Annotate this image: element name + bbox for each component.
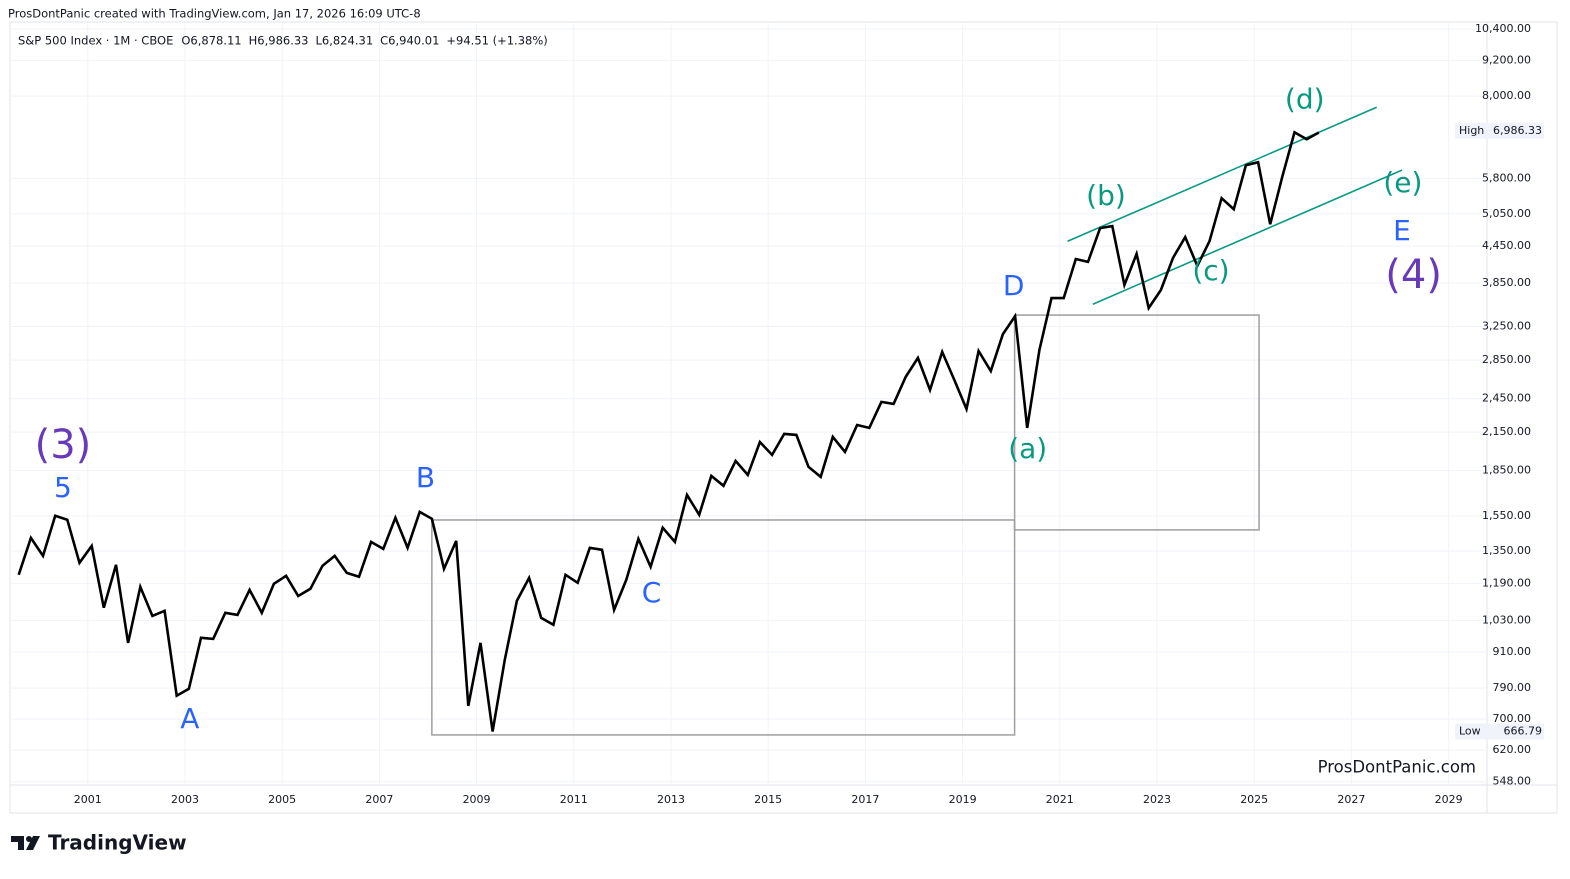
- price-tag-label: Low: [1459, 725, 1481, 738]
- y-tick-label: 9,200.00: [1482, 53, 1531, 66]
- y-tick-label: 5,050.00: [1482, 207, 1531, 220]
- ohlc-value: 6,940.01: [388, 34, 439, 48]
- wave-label: (3): [35, 422, 92, 468]
- y-tick-label: 700.00: [1493, 712, 1532, 725]
- x-tick-label: 2009: [463, 793, 491, 806]
- wave-label: C: [642, 576, 662, 609]
- ohlc-label: H: [249, 34, 258, 48]
- x-tick-label: 2017: [851, 793, 879, 806]
- x-tick-label: 2001: [74, 793, 102, 806]
- trend-line: [1067, 106, 1377, 243]
- x-tick-label: 2027: [1337, 793, 1365, 806]
- wave-label: (d): [1285, 82, 1325, 115]
- grid: 2001 2003 2005 2007 2009 2011 2013 2015 2017 2019…: [10, 22, 1531, 806]
- y-tick-label: 1,190.00: [1482, 576, 1531, 589]
- wave-label: (e): [1383, 166, 1422, 199]
- ohlc-label: L: [316, 34, 323, 48]
- watermark: ProsDontPanic.com: [1318, 758, 1476, 777]
- wave-label: (a): [1008, 432, 1047, 465]
- price-tag-bg: [1455, 723, 1544, 740]
- x-tick-label: 2003: [171, 793, 199, 806]
- ohlc-value: 6,824.31: [322, 34, 373, 48]
- wave-label: 5: [54, 471, 72, 504]
- logo: TradingView: [48, 831, 187, 855]
- wave-label: (c): [1192, 254, 1229, 287]
- ohlc-label: O: [181, 34, 190, 48]
- y-tick-label: 910.00: [1493, 645, 1532, 658]
- y-tick-label: 790.00: [1493, 681, 1532, 694]
- x-tick-label: 2023: [1143, 793, 1171, 806]
- wave-label: D: [1003, 269, 1025, 302]
- trend-line: [1092, 169, 1403, 305]
- frame: [9, 21, 1558, 814]
- change: +94.51 (+1.38%): [446, 34, 547, 48]
- box: [1013, 314, 1260, 531]
- x-tick-label: 2005: [268, 793, 296, 806]
- wave-label: E: [1393, 214, 1411, 247]
- y-tick-label: 2,450.00: [1482, 392, 1531, 405]
- price-tag-bg: [1455, 122, 1544, 139]
- y-tick-label: 4,450.00: [1482, 239, 1531, 252]
- wave-label: B: [416, 461, 435, 494]
- ohlc-value: 6,878.11: [190, 34, 241, 48]
- x-tick-label: 2019: [949, 793, 977, 806]
- wave-label: (b): [1086, 179, 1126, 212]
- drawings: [431, 106, 1403, 736]
- y-tick-label: 1,030.00: [1482, 613, 1531, 626]
- y-tick-label: 2,850.00: [1482, 353, 1531, 366]
- wave-label: (4): [1385, 252, 1442, 298]
- ohlc-label: C: [380, 34, 388, 48]
- x-tick-label: 2013: [657, 793, 685, 806]
- y-tick-label: 620.00: [1493, 743, 1532, 756]
- y-tick-label: 5,800.00: [1482, 171, 1531, 184]
- y-tick-label: 2,150.00: [1482, 425, 1531, 438]
- price-tag-value: 6,986.33: [1493, 124, 1542, 137]
- x-tick-label: 2021: [1046, 793, 1074, 806]
- x-tick-label: 2025: [1240, 793, 1268, 806]
- credit: ProsDontPanic created with TradingView.c…: [8, 7, 421, 21]
- logo-icon: [11, 836, 40, 850]
- y-tick-label: 1,850.00: [1482, 464, 1531, 477]
- plot: (3)5 A B C D (a) (b) (c) (d) (e) E (4) High 6,986.33 L…: [17, 82, 1544, 740]
- y-tick-label: 1,350.00: [1482, 544, 1531, 557]
- symbol: S&P 500 Index · 1M · CBOE: [18, 34, 173, 48]
- y-tick-label: 3,850.00: [1482, 276, 1531, 289]
- y-tick-label: 10,400.00: [1475, 22, 1531, 35]
- x-tick-label: 2029: [1435, 793, 1463, 806]
- y-tick-label: 8,000.00: [1482, 89, 1531, 102]
- x-tick-label: 2015: [754, 793, 782, 806]
- price-line: [17, 130, 1320, 732]
- y-tick-label: 548.00: [1493, 775, 1532, 788]
- y-tick-label: 1,550.00: [1482, 509, 1531, 522]
- price-tag-label: High: [1459, 124, 1484, 137]
- legend: O 6,878.11 H 6,986.33 L 6,824.31 C 6,940.01 +94.…: [181, 34, 547, 48]
- wave-label: A: [180, 702, 199, 735]
- price-tag-value: 666.79: [1504, 725, 1543, 738]
- box: [431, 519, 1016, 736]
- x-tick-label: 2007: [365, 793, 393, 806]
- y-tick-label: 3,250.00: [1482, 319, 1531, 332]
- ohlc-value: 6,986.33: [257, 34, 308, 48]
- x-tick-label: 2011: [560, 793, 588, 806]
